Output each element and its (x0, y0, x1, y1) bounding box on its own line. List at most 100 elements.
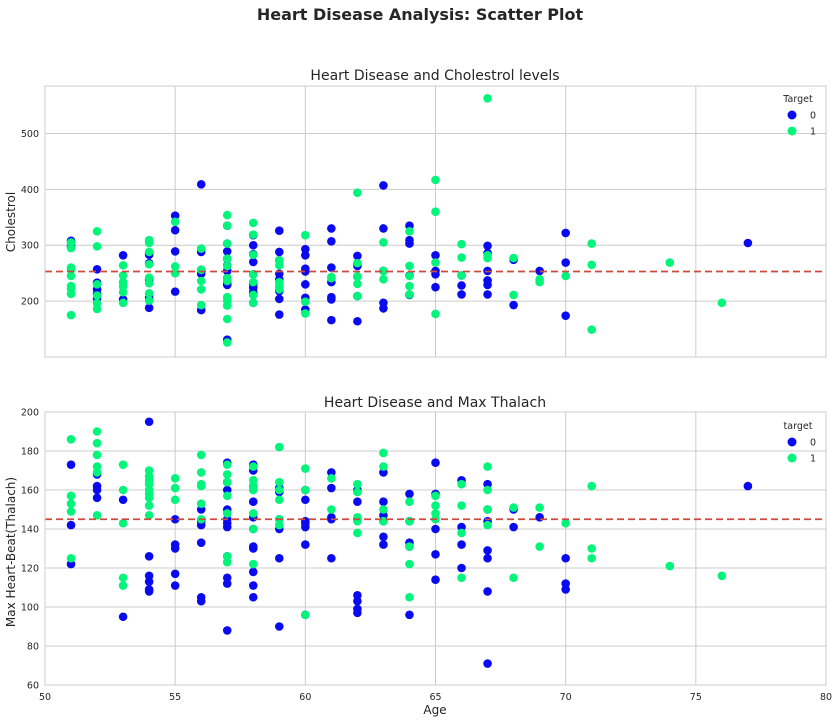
data-point-target-1 (483, 505, 492, 514)
data-point-target-0 (248, 257, 258, 267)
data-point-target-1 (535, 542, 544, 551)
data-point-target-1 (196, 481, 206, 491)
data-point-target-1 (379, 238, 388, 247)
data-point-target-0 (457, 281, 466, 290)
panel-1-legend-label-1: 1 (810, 127, 816, 138)
data-point-target-1 (405, 271, 414, 281)
data-point-target-1 (301, 464, 310, 473)
data-point-target-0 (275, 310, 284, 319)
data-point-target-1 (92, 280, 102, 289)
data-point-target-1 (92, 427, 102, 436)
data-point-target-1 (379, 448, 388, 458)
data-point-target-1 (66, 435, 76, 444)
data-point-target-1 (587, 481, 596, 491)
y-tick-label: 200 (21, 297, 39, 308)
data-point-target-1 (222, 477, 232, 487)
data-point-target-1 (353, 188, 362, 198)
data-point-target-1 (457, 479, 466, 489)
data-point-target-1 (92, 450, 102, 460)
data-point-target-1 (66, 491, 76, 501)
data-point-target-1 (92, 291, 102, 300)
panel-2-points (66, 417, 753, 668)
data-point-target-0 (144, 303, 154, 313)
data-point-target-0 (248, 497, 258, 507)
data-point-target-1 (222, 470, 232, 479)
data-point-target-1 (248, 298, 258, 308)
data-point-target-1 (405, 290, 414, 299)
data-point-target-1 (92, 468, 102, 477)
data-point-target-0 (170, 581, 180, 590)
panel-1-legend-marker-1 (787, 126, 797, 136)
data-point-target-1 (431, 258, 440, 267)
data-point-target-1 (222, 254, 232, 263)
data-point-target-1 (222, 301, 232, 310)
data-point-target-1 (535, 277, 544, 287)
panel-1-grid (44, 86, 827, 357)
figure-suptitle: Heart Disease Analysis: Scatter Plot (257, 5, 584, 24)
data-point-target-1 (66, 289, 76, 299)
data-point-target-1 (66, 553, 76, 563)
data-point-target-0 (144, 587, 154, 596)
data-point-target-1 (405, 226, 414, 236)
data-point-target-1 (248, 509, 258, 518)
data-point-target-1 (248, 218, 258, 228)
panel-1-ylabel: Cholestrol (4, 192, 18, 252)
data-point-target-0 (327, 553, 336, 563)
data-point-target-1 (118, 271, 128, 280)
data-point-target-1 (222, 210, 232, 220)
data-point-target-1 (222, 509, 232, 518)
data-point-target-0 (431, 575, 440, 584)
data-point-target-0 (353, 251, 362, 261)
axes-frame (44, 411, 827, 686)
data-point-target-1 (118, 581, 128, 590)
data-point-target-1 (144, 501, 154, 510)
x-tick-label: 50 (39, 692, 51, 703)
data-point-target-1 (483, 520, 492, 530)
data-point-target-1 (431, 207, 440, 217)
panel-2-legend-label-1: 1 (810, 454, 816, 465)
data-point-target-0 (248, 592, 258, 602)
data-point-target-0 (170, 225, 180, 235)
data-point-target-0 (457, 290, 466, 299)
data-point-target-0 (535, 266, 544, 276)
data-point-target-1 (222, 221, 232, 230)
data-point-target-1 (144, 259, 154, 269)
data-point-target-0 (431, 550, 440, 559)
data-point-target-0 (301, 280, 310, 289)
data-point-target-0 (301, 244, 310, 254)
y-tick-label: 200 (21, 408, 39, 419)
data-point-target-0 (405, 239, 414, 248)
data-point-target-1 (92, 304, 102, 314)
data-point-target-0 (353, 596, 362, 606)
data-point-target-1 (170, 268, 180, 278)
data-point-target-1 (118, 287, 128, 297)
panel-2-legend-marker-0 (787, 437, 797, 447)
data-point-target-0 (483, 659, 492, 668)
data-point-target-1 (353, 487, 362, 497)
data-point-target-1 (587, 553, 596, 563)
data-point-target-1 (144, 511, 154, 520)
data-point-target-1 (144, 278, 154, 288)
panel-1-points (66, 93, 753, 347)
data-point-target-1 (431, 175, 440, 185)
data-point-target-0 (483, 280, 492, 290)
data-point-target-1 (405, 592, 414, 602)
data-point-target-1 (379, 462, 388, 471)
data-point-target-1 (353, 516, 362, 526)
data-point-target-1 (275, 477, 284, 487)
panel-2-ylabel: Max Heart-Beat(Thalach) (4, 477, 18, 627)
panel-2-legend-label-0: 0 (810, 438, 816, 449)
y-tick-label: 300 (21, 241, 39, 252)
data-point-target-0 (92, 493, 102, 503)
data-point-target-1 (196, 276, 206, 286)
data-point-target-1 (248, 559, 258, 569)
data-point-target-0 (743, 238, 753, 248)
data-point-target-0 (275, 247, 284, 257)
data-point-target-1 (222, 239, 232, 248)
data-point-target-1 (379, 275, 388, 284)
data-point-target-1 (353, 479, 362, 489)
data-point-target-1 (275, 261, 284, 270)
data-point-target-1 (275, 495, 284, 505)
y-tick-label: 140 (21, 525, 39, 536)
data-point-target-1 (222, 491, 232, 501)
